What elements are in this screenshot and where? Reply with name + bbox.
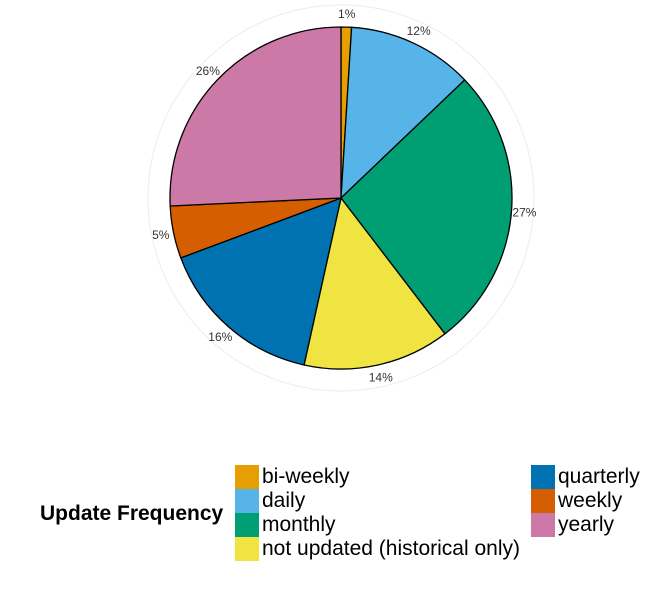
legend-label-quarterly: quarterly (558, 465, 640, 488)
legend-label-weekly: weekly (558, 489, 623, 512)
legend-label-not-updated: not updated (historical only) (262, 537, 520, 560)
legend-label-bi-weekly: bi-weekly (262, 465, 350, 488)
legend-item-monthly: monthly (235, 513, 336, 537)
polar-grid-ring (147, 4, 535, 392)
legend-title: Update Frequency (40, 502, 224, 525)
pie-slice-daily (340, 26, 466, 199)
legend-swatch-monthly (235, 513, 259, 537)
polar-grid (147, 4, 535, 392)
legend-swatch-yearly (531, 513, 555, 537)
slice-label-bi-weekly: 1% (338, 7, 356, 21)
legend-item-yearly: yearly (531, 513, 614, 537)
pie-slice-not (303, 197, 446, 370)
slice-label-daily: 12% (407, 24, 431, 38)
slice-label-weekly: 5% (152, 228, 170, 242)
slice-label-not: 14% (369, 371, 393, 385)
legend-item-not-updated: not updated (historical only) (235, 537, 520, 561)
slice-label-yearly: 26% (196, 64, 220, 78)
legend-item-bi-weekly: bi-weekly (235, 465, 350, 489)
legend-swatch-quarterly (531, 465, 555, 489)
slice-label-monthly: 27% (512, 205, 536, 219)
legend-label-daily: daily (262, 489, 306, 512)
pie-slice-quarterly (180, 197, 342, 366)
legend-item-quarterly: quarterly (531, 465, 640, 489)
slice-labels: 1% 12% 27% 14% 16% 5% 26% (152, 7, 537, 385)
legend-label-yearly: yearly (558, 513, 615, 536)
legend-item-daily: daily (235, 489, 305, 513)
pie-slices (169, 26, 513, 370)
pie-slice-yearly (169, 26, 342, 207)
pie-slice-monthly (340, 79, 513, 335)
slice-label-quarterly: 16% (208, 330, 232, 344)
legend-swatch-bi-weekly (235, 465, 259, 489)
legend-swatch-weekly (531, 489, 555, 513)
legend-item-weekly: weekly (531, 489, 622, 513)
legend-swatch-not-updated (235, 537, 259, 561)
legend-swatch-daily (235, 489, 259, 513)
legend-label-monthly: monthly (262, 513, 336, 536)
